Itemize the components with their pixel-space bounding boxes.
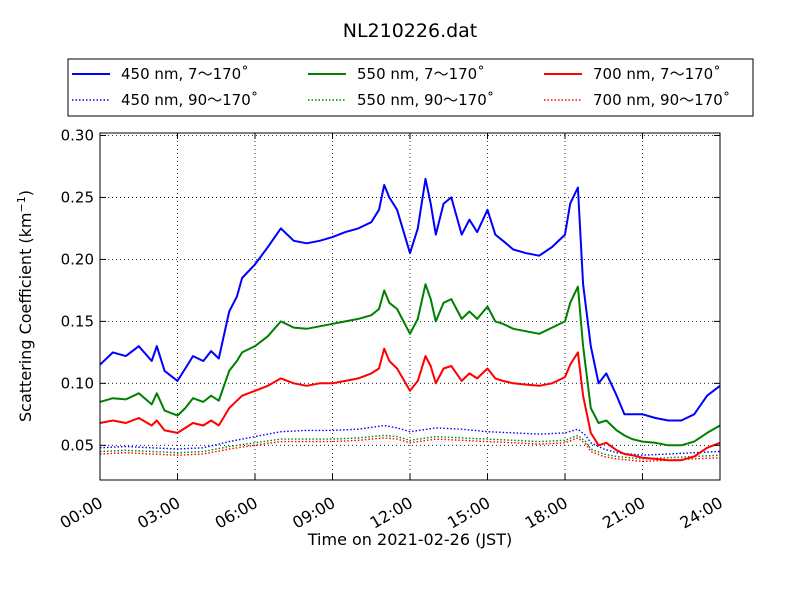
x-tick-label: 12:00 [367, 493, 416, 533]
x-tick-label: 09:00 [289, 493, 338, 533]
y-tick-label: 0.05 [61, 436, 94, 454]
y-tick-label: 0.15 [61, 312, 94, 330]
y-tick-label: 0.10 [61, 374, 94, 392]
series-line [99, 177, 721, 422]
series-line [99, 347, 721, 462]
series-line [99, 437, 721, 463]
x-tick-label: 18:00 [522, 493, 571, 533]
y-tick-label: 0.30 [61, 126, 94, 144]
legend-label: 700 nm, 7～170˚ [593, 65, 721, 83]
series-line [99, 283, 721, 447]
legend-frame [67, 58, 754, 117]
x-tick-label: 15:00 [444, 493, 493, 533]
y-tick-label: 0.20 [61, 250, 94, 268]
x-tick-label: 21:00 [599, 493, 648, 533]
series-line [99, 434, 721, 460]
legend-label: 550 nm, 90～170˚ [357, 91, 494, 109]
legend-label: 550 nm, 7～170˚ [357, 65, 485, 83]
legend-label: 450 nm, 7～170˚ [121, 65, 249, 83]
legend: 450 nm, 7～170˚ 550 nm, 7～170˚ 700 nm, 7～17… [67, 58, 754, 117]
legend-label: 700 nm, 90～170˚ [593, 91, 730, 109]
legend-label: 450 nm, 90～170˚ [121, 91, 258, 109]
plot-area: 00:00 03:00 06:00 09:00 12:00 15:00 18:00 21:00… [57, 126, 726, 532]
y-axis-label: Scattering Coefficient (km−1) [15, 190, 35, 422]
x-tick-label: 24:00 [677, 493, 726, 533]
x-tick-label: 03:00 [134, 493, 183, 533]
chart-title: NL210226.dat [343, 20, 478, 42]
x-tick-label: 06:00 [212, 493, 261, 533]
y-tick-label: 0.25 [61, 188, 94, 206]
x-axis-label: Time on 2021-02-26 (JST) [307, 530, 512, 549]
y-axis-label-main: Scattering Coefficient (km [16, 212, 35, 422]
y-axis-label-sup: −1 [15, 196, 28, 212]
x-tick-label: 00:00 [57, 493, 106, 533]
y-axis-label-end: ) [16, 190, 35, 196]
plot-background [100, 133, 720, 480]
